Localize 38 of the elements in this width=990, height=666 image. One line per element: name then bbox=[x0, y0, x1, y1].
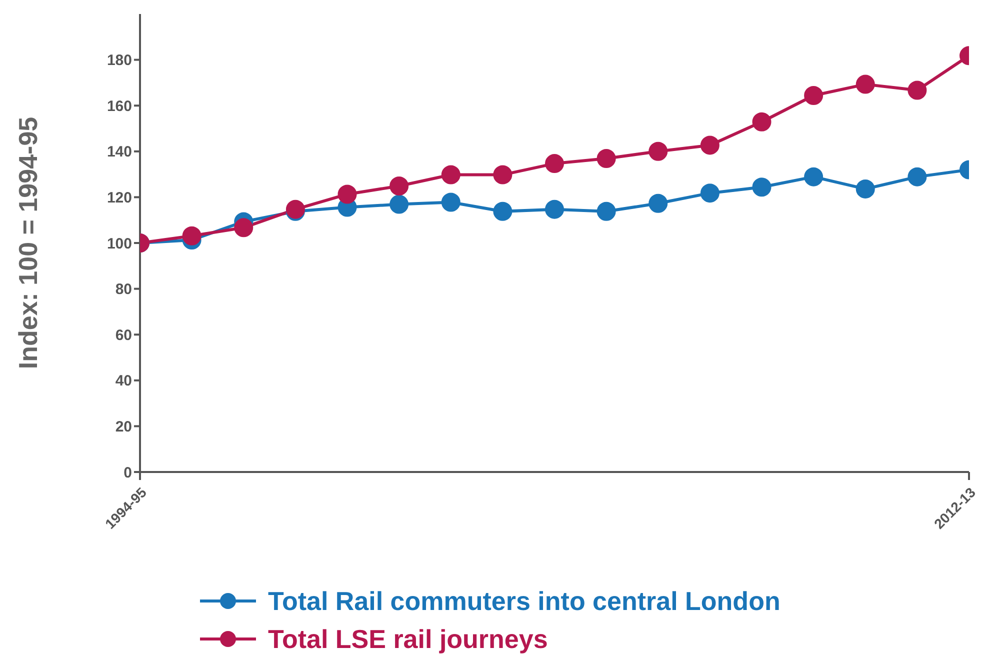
legend-label: Total Rail commuters into central London bbox=[268, 586, 780, 616]
y-tick-label: 20 bbox=[115, 418, 132, 436]
point bbox=[700, 136, 720, 155]
point bbox=[648, 194, 668, 213]
point bbox=[700, 184, 720, 203]
point bbox=[908, 167, 927, 186]
y-tick-label: 100 bbox=[106, 235, 132, 252]
y-tick-label: 160 bbox=[106, 98, 132, 115]
point bbox=[390, 176, 409, 196]
point bbox=[752, 112, 772, 132]
point bbox=[441, 192, 460, 212]
point bbox=[908, 80, 927, 100]
point bbox=[338, 184, 357, 204]
y-tick-label: 80 bbox=[115, 281, 132, 298]
y-tick-label: 0 bbox=[124, 464, 132, 482]
point bbox=[441, 165, 460, 184]
point bbox=[545, 154, 564, 174]
point bbox=[234, 218, 254, 238]
point bbox=[493, 202, 512, 221]
point bbox=[804, 167, 824, 186]
point bbox=[648, 142, 668, 161]
point bbox=[182, 226, 202, 246]
point bbox=[493, 165, 512, 184]
point bbox=[856, 74, 875, 94]
y-tick-label: 180 bbox=[106, 52, 132, 70]
point bbox=[596, 149, 616, 168]
y-tick-label: 120 bbox=[106, 190, 132, 207]
point bbox=[596, 202, 616, 221]
y-tick-label: 140 bbox=[106, 144, 132, 161]
point bbox=[856, 179, 875, 198]
point bbox=[545, 200, 564, 219]
y-tick-label: 40 bbox=[115, 372, 132, 390]
legend-label: Total LSE rail journeys bbox=[268, 624, 548, 654]
y-axis-title: Index: 100 = 1994-95 bbox=[13, 116, 44, 370]
point bbox=[804, 86, 824, 106]
y-tick-label: 60 bbox=[115, 326, 132, 344]
point bbox=[752, 178, 772, 197]
point bbox=[390, 194, 409, 214]
